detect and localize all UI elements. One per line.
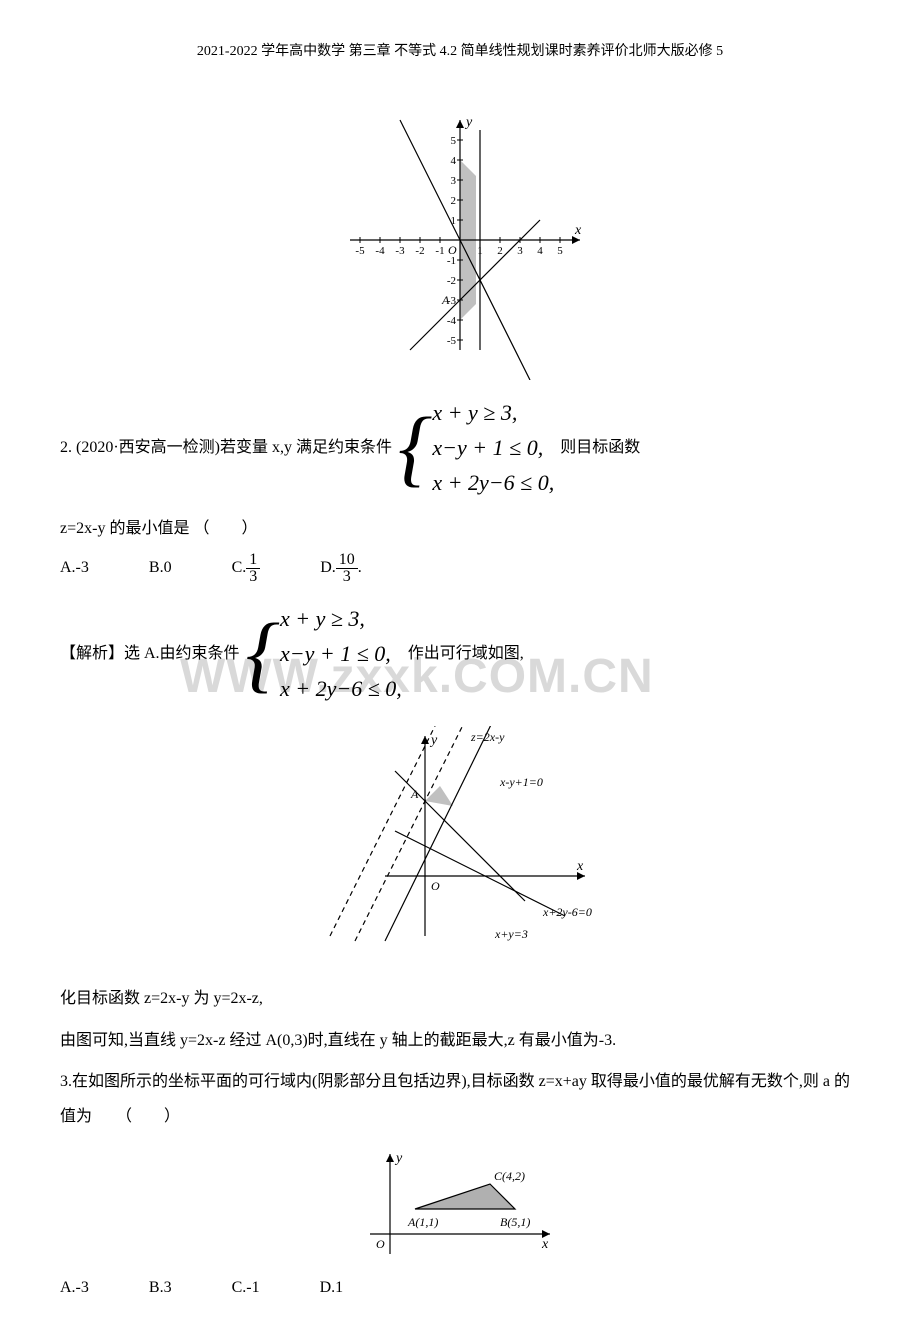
q2-prefix: 2. (2020·西安高一检测)若变量 x,y 满足约束条件	[60, 430, 392, 465]
svg-text:y: y	[394, 1151, 403, 1166]
svg-text:O: O	[376, 1237, 385, 1251]
svg-text:-2: -2	[447, 275, 456, 287]
svg-text:y: y	[429, 733, 438, 748]
svg-text:x: x	[576, 859, 584, 874]
svg-text:5: 5	[557, 245, 563, 257]
svg-text:2: 2	[497, 245, 503, 257]
q3-optA: A.-3	[60, 1279, 89, 1297]
graph-2-container: z=2x-y x-y+1=0 x+2y-6=0 x+y=3 A x y O	[60, 726, 860, 971]
svg-text:-1: -1	[435, 245, 444, 257]
svg-text:-4: -4	[375, 245, 385, 257]
q3-optB: B.3	[149, 1279, 172, 1297]
q3-options: A.-3 B.3 C.-1 D.1	[60, 1279, 860, 1297]
svg-text:x-y+1=0: x-y+1=0	[499, 775, 543, 789]
q2-options: A.-3 B.0 C.13 D.103.	[60, 552, 860, 585]
svg-text:-2: -2	[415, 245, 424, 257]
graph-3: A(1,1) B(5,1) C(4,2) O x y	[350, 1144, 570, 1264]
q2a-case2: x−y + 1 ≤ 0,	[280, 636, 402, 671]
q2-case1: x + y ≥ 3,	[432, 395, 554, 430]
svg-text:3: 3	[517, 245, 523, 257]
svg-text:-5: -5	[447, 335, 457, 347]
svg-text:y: y	[464, 115, 473, 130]
q2-optD: D.103.	[320, 552, 362, 585]
svg-text:A: A	[410, 787, 419, 801]
q2-analysis-prefix: 【解析】选 A.由约束条件	[60, 636, 240, 671]
svg-text:2: 2	[451, 195, 457, 207]
svg-text:C(4,2): C(4,2)	[494, 1169, 525, 1183]
svg-text:x+2y-6=0: x+2y-6=0	[542, 905, 592, 919]
q2-optA: A.-3	[60, 559, 89, 577]
q3-optC: C.-1	[232, 1279, 260, 1297]
svg-text:4: 4	[451, 155, 457, 167]
q2-cases: { x + y ≥ 3, x−y + 1 ≤ 0, x + 2y−6 ≤ 0,	[398, 395, 554, 501]
q3-text: 3.在如图所示的坐标平面的可行域内(阴影部分且包括边界),目标函数 z=x+ay…	[60, 1064, 860, 1134]
svg-text:x: x	[574, 223, 582, 238]
q2-case3: x + 2y−6 ≤ 0,	[432, 465, 554, 500]
q2-optC: C.13	[232, 552, 261, 585]
q2-analysis-line: 【解析】选 A.由约束条件 { x + y ≥ 3, x−y + 1 ≤ 0, …	[60, 601, 524, 707]
q2-case2: x−y + 1 ≤ 0,	[432, 430, 554, 465]
graph-2: z=2x-y x-y+1=0 x+2y-6=0 x+y=3 A x y O	[315, 726, 605, 966]
q2a-case1: x + y ≥ 3,	[280, 601, 402, 636]
svg-text:3: 3	[451, 175, 457, 187]
svg-text:O: O	[431, 879, 440, 893]
q2-analysis-suffix: 作出可行域如图,	[408, 636, 524, 671]
svg-text:x+y=3: x+y=3	[494, 927, 528, 941]
svg-text:z=2x-y: z=2x-y	[470, 730, 505, 744]
svg-text:5: 5	[451, 135, 457, 147]
q2-analysis-cases: { x + y ≥ 3, x−y + 1 ≤ 0, x + 2y−6 ≤ 0,	[246, 601, 402, 707]
svg-text:O: O	[448, 243, 457, 257]
svg-text:A(1,1): A(1,1)	[407, 1215, 438, 1229]
q3-optD: D.1	[320, 1279, 344, 1297]
q2-explain-1: 化目标函数 z=2x-y 为 y=2x-z,	[60, 981, 860, 1016]
q2-line2: z=2x-y 的最小值是 （ ）	[60, 511, 860, 546]
svg-text:B(5,1): B(5,1)	[500, 1215, 530, 1229]
svg-text:x: x	[541, 1237, 549, 1252]
svg-text:-3: -3	[395, 245, 405, 257]
q2-explain-2: 由图可知,当直线 y=2x-z 经过 A(0,3)时,直线在 y 轴上的截距最大…	[60, 1023, 860, 1058]
svg-text:-5: -5	[355, 245, 365, 257]
q2-line1: 2. (2020·西安高一检测)若变量 x,y 满足约束条件 { x + y ≥…	[60, 395, 860, 501]
q2-optB: B.0	[149, 559, 172, 577]
svg-text:A: A	[441, 293, 450, 307]
graph-1-container: -5-4-3 -2-1 123 45 543 21 -1-2-3 -4-5	[60, 100, 860, 385]
svg-text:-4: -4	[447, 315, 457, 327]
q2a-case3: x + 2y−6 ≤ 0,	[280, 671, 402, 706]
q2-suffix: 则目标函数	[560, 430, 640, 465]
svg-text:4: 4	[537, 245, 543, 257]
graph-3-container: A(1,1) B(5,1) C(4,2) O x y	[60, 1144, 860, 1269]
page-header: 2021-2022 学年高中数学 第三章 不等式 4.2 简单线性规划课时素养评…	[60, 40, 860, 60]
graph-1: -5-4-3 -2-1 123 45 543 21 -1-2-3 -4-5	[320, 100, 600, 380]
